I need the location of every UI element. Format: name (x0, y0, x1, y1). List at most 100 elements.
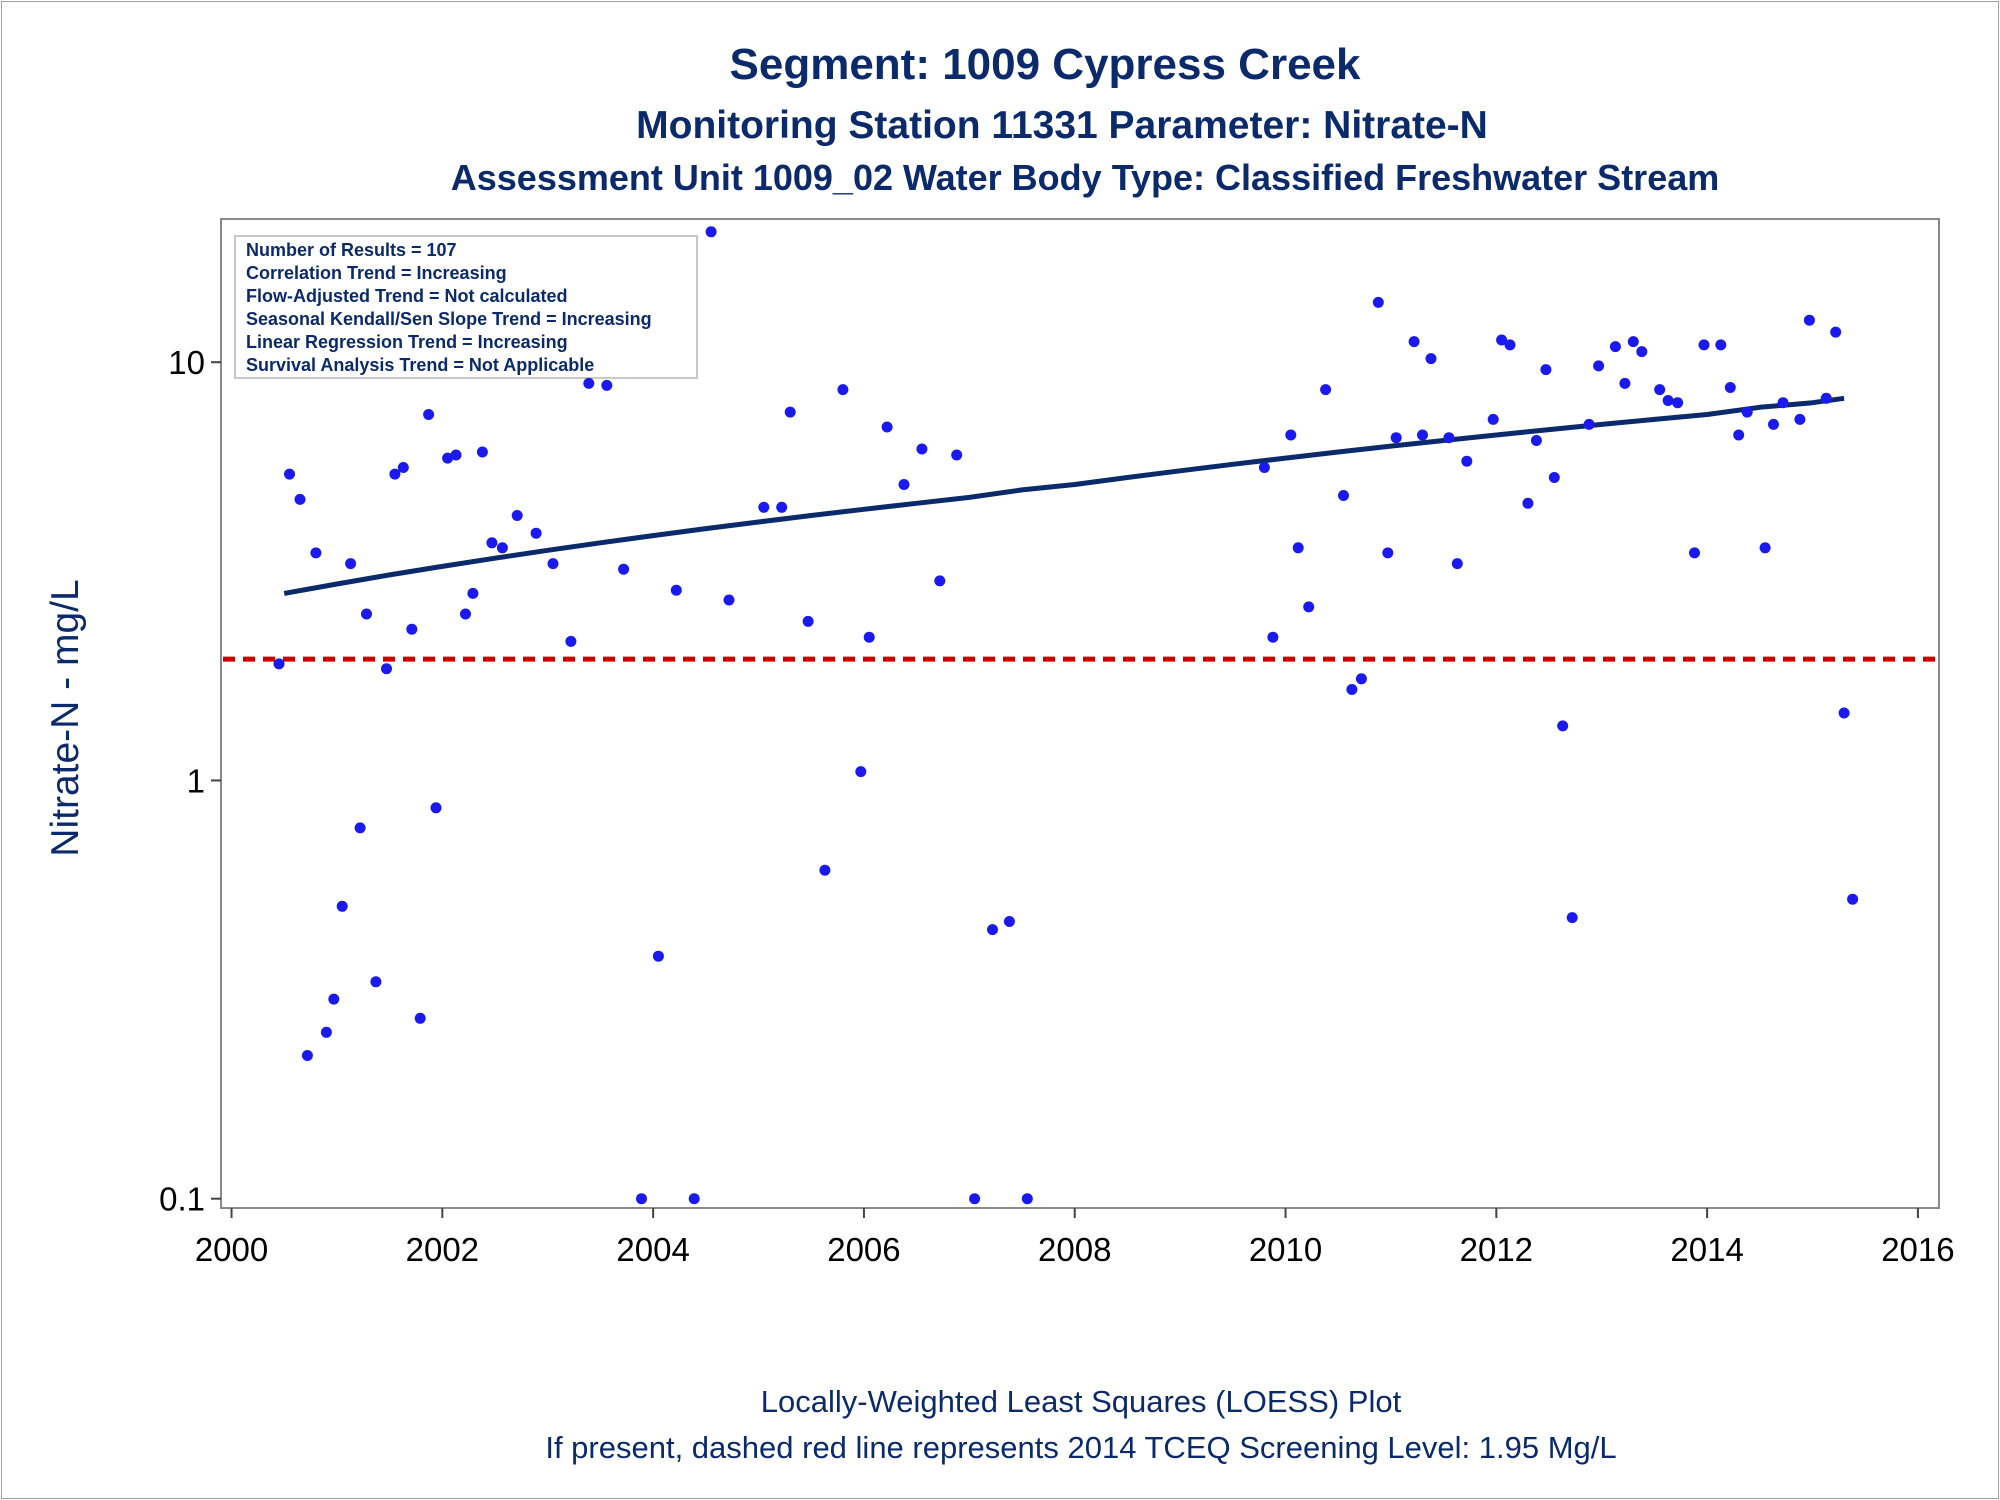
data-point (320, 1026, 332, 1038)
data-point (336, 900, 348, 912)
y-axis-label: Nitrate-N - mg/L (44, 579, 87, 856)
data-point (819, 864, 831, 876)
data-point (354, 822, 366, 834)
stats-line-seasonal-kendall: Seasonal Kendall/Sen Slope Trend = Incre… (246, 309, 652, 329)
footnote-screening-level: If present, dashed red line represents 2… (545, 1430, 1616, 1465)
data-point (1662, 395, 1674, 406)
data-point (1496, 334, 1508, 346)
data-point (1320, 384, 1332, 396)
data-point (430, 802, 442, 814)
y-axis: 0.1 1 10 (159, 344, 221, 1218)
data-point (1847, 893, 1859, 905)
stats-box-frame (234, 235, 698, 379)
data-point (1838, 707, 1850, 719)
data-point (1636, 346, 1648, 358)
data-point (855, 766, 867, 778)
footnote-loess: Locally-Weighted Least Squares (LOESS) P… (761, 1384, 1402, 1419)
data-point (969, 1193, 981, 1205)
stats-line-results: Number of Results = 107 (246, 240, 457, 260)
data-point (273, 658, 285, 670)
data-point (1619, 377, 1631, 389)
data-point (1794, 413, 1806, 425)
data-point (1566, 912, 1578, 924)
data-point (951, 449, 963, 461)
data-point (423, 409, 435, 420)
x-tick-label: 2008 (1038, 1231, 1111, 1268)
chart-subtitle: Monitoring Station 11331 Parameter: Nitr… (636, 104, 1488, 147)
data-point (511, 510, 523, 521)
data-point (863, 631, 875, 643)
chart-title: Segment: 1009 Cypress Creek (730, 40, 1362, 89)
x-tick-label: 2010 (1249, 1231, 1322, 1268)
data-point (1382, 547, 1394, 559)
data-point (1654, 384, 1666, 396)
data-point (1759, 542, 1771, 554)
data-point (1741, 406, 1753, 418)
data-point (460, 608, 471, 620)
data-point (1461, 455, 1473, 467)
data-point (1593, 360, 1605, 372)
data-point (1303, 601, 1315, 613)
stats-line-correlation: Correlation Trend = Increasing (246, 263, 507, 283)
data-point (1258, 462, 1270, 473)
data-point (1003, 916, 1015, 927)
data-point (1733, 429, 1745, 441)
data-point (670, 584, 682, 596)
data-point (705, 226, 717, 238)
data-point (837, 384, 849, 396)
data-point (1830, 326, 1842, 338)
data-point (802, 615, 814, 627)
data-point (381, 663, 392, 675)
y-tick-label: 0.1 (159, 1181, 205, 1218)
data-point (1557, 720, 1569, 732)
data-point (1355, 673, 1367, 685)
data-point (1451, 558, 1463, 570)
data-point (1487, 413, 1499, 425)
data-point (601, 379, 613, 391)
data-point (547, 558, 559, 570)
x-tick-label: 2002 (406, 1231, 479, 1268)
data-point (1530, 435, 1542, 446)
data-point (496, 542, 508, 554)
data-point (397, 462, 409, 473)
data-point (776, 501, 788, 513)
data-point (1338, 490, 1349, 501)
data-point (1540, 364, 1552, 376)
data-point (881, 421, 893, 433)
data-point (1372, 296, 1384, 308)
y-tick-label: 10 (168, 344, 205, 381)
data-point (618, 563, 630, 575)
data-point (1504, 339, 1516, 351)
x-tick-label: 2004 (616, 1231, 689, 1268)
data-point (898, 479, 910, 490)
data-point (1609, 341, 1621, 353)
chart-marks (223, 226, 1937, 1205)
data-point (530, 527, 542, 539)
data-point (389, 468, 401, 480)
data-point (916, 443, 928, 455)
data-point (294, 493, 306, 505)
data-point (688, 1193, 700, 1205)
x-tick-label: 2000 (195, 1231, 268, 1268)
data-point (565, 635, 577, 647)
data-point (723, 594, 735, 606)
stats-line-survival: Survival Analysis Trend = Not Applicable (246, 355, 594, 375)
plot-area (220, 218, 1940, 1209)
x-tick-label: 2016 (1881, 1231, 1954, 1268)
data-point (1672, 397, 1684, 409)
data-point (1417, 429, 1428, 441)
chart-subtitle-2: Assessment Unit 1009_02 Water Body Type:… (451, 157, 1720, 198)
data-point (310, 547, 322, 559)
data-point (370, 976, 382, 988)
data-point (583, 377, 595, 389)
data-point (1267, 631, 1279, 643)
data-point (1689, 547, 1700, 559)
data-point (1021, 1193, 1033, 1205)
data-point (1408, 336, 1420, 348)
data-point (1724, 382, 1736, 393)
x-tick-label: 2006 (827, 1231, 900, 1268)
data-point (284, 468, 295, 480)
data-point (301, 1050, 313, 1061)
data-point (450, 449, 462, 461)
